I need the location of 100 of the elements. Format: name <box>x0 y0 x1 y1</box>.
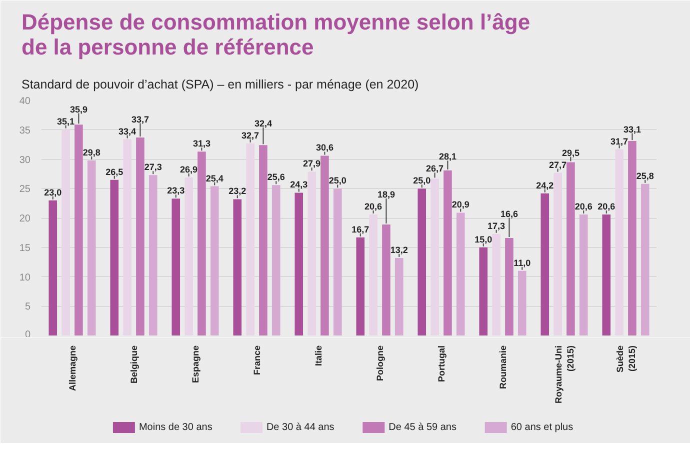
bar <box>505 238 514 336</box>
data-label: 26,5 <box>106 166 124 177</box>
bar <box>628 141 636 336</box>
bar <box>540 193 550 336</box>
y-tick-label: 30 <box>19 154 31 166</box>
data-label: 16,6 <box>500 208 518 219</box>
y-tick-label: 35 <box>19 125 31 136</box>
bar <box>308 172 316 336</box>
data-label: 32,4 <box>254 118 272 128</box>
bar <box>198 152 206 336</box>
data-label: 26,9 <box>180 164 198 174</box>
data-label: 32,7 <box>242 130 260 140</box>
bar <box>184 177 193 336</box>
legend-label: De 45 à 59 ans <box>388 422 456 433</box>
data-label: 20,6 <box>574 201 592 212</box>
bar <box>430 178 439 336</box>
data-label: 27,9 <box>303 158 321 169</box>
x-tick-label: Roumanie <box>498 345 508 390</box>
bar <box>382 224 390 336</box>
bar <box>456 212 465 336</box>
chart-title: Dépense de consommation moyenne selon l’âge de la personne de référence <box>22 10 530 60</box>
data-label: 29,8 <box>82 147 100 158</box>
bar <box>554 172 562 336</box>
bar <box>62 129 70 336</box>
y-tick-label: 25 <box>19 184 31 196</box>
legend-label: De 30 à 44 ans <box>266 422 334 433</box>
bar <box>444 170 452 336</box>
bar <box>615 149 624 336</box>
x-tick-label: Allemagne <box>67 346 78 392</box>
data-label: 17,3 <box>488 220 506 231</box>
data-label: 20,6 <box>598 201 616 212</box>
bar <box>394 258 404 336</box>
data-label: 31,3 <box>192 138 210 149</box>
bar <box>479 247 488 336</box>
bar <box>74 124 83 336</box>
bar <box>87 160 96 336</box>
x-tick-label: Royaume-Uni (2015) <box>553 345 576 404</box>
legend-label: Moins de 30 ans <box>138 422 212 433</box>
x-tick-label: France <box>252 346 262 376</box>
data-label: 25,6 <box>267 172 285 182</box>
data-label: 23,0 <box>44 187 62 198</box>
data-label: 35,9 <box>70 104 88 114</box>
data-label: 23,2 <box>228 186 246 196</box>
bar <box>233 199 242 336</box>
data-label: 27,3 <box>144 162 162 172</box>
bar <box>320 156 329 336</box>
bar <box>123 139 132 336</box>
data-label: 27,7 <box>549 160 567 170</box>
bar <box>272 185 280 336</box>
x-tick-label: Pologne <box>374 346 385 381</box>
x-tick-label: Italie <box>313 345 324 366</box>
data-label: 25,0 <box>413 176 431 186</box>
bar <box>136 138 144 336</box>
y-tick-label: 10 <box>19 272 31 284</box>
data-label: 29,5 <box>562 148 580 158</box>
y-tick-label: 40 <box>19 96 31 107</box>
bar <box>602 214 611 336</box>
data-label: 13,2 <box>390 244 408 255</box>
data-label: 26,7 <box>426 164 444 174</box>
bar <box>566 162 575 336</box>
y-tick-label: 15 <box>19 242 31 254</box>
bar <box>259 145 268 336</box>
x-tick-label: Portugal <box>436 345 446 382</box>
bar <box>333 188 342 336</box>
data-label: 15,0 <box>474 234 492 244</box>
data-label: 24,3 <box>290 180 308 190</box>
x-tick-label: Belgique <box>128 345 139 384</box>
chart-subtitle: Standard de pouvoir d’achat (SPA) – en milliers - par ménage (en 2020) <box>22 78 419 92</box>
bar <box>110 180 119 336</box>
bar <box>418 188 426 336</box>
bar <box>518 270 526 336</box>
data-label: 20,6 <box>364 201 382 212</box>
bar <box>356 237 365 336</box>
data-label: 25,0 <box>328 176 346 186</box>
bar <box>492 234 500 336</box>
data-label: 30,6 <box>316 142 334 153</box>
data-label: 23,3 <box>167 186 185 196</box>
data-label: 20,9 <box>452 200 470 210</box>
bar <box>48 200 58 336</box>
x-tick-label: Espagne <box>190 345 200 384</box>
bar <box>210 186 219 336</box>
data-label: 11,0 <box>514 258 531 268</box>
data-label: 25,8 <box>636 170 654 181</box>
data-label: 28,1 <box>438 152 456 162</box>
data-label: 33,1 <box>623 124 641 134</box>
legend-label: 60 ans et plus <box>510 422 574 433</box>
data-label: 35,1 <box>57 116 75 126</box>
bar <box>369 214 378 336</box>
bar <box>172 198 180 336</box>
data-label: 16,7 <box>352 224 370 234</box>
data-label: 18,9 <box>377 189 395 200</box>
data-label: 33,7 <box>131 114 149 124</box>
bar <box>579 214 588 336</box>
x-tick-label: Suède (2015) <box>614 345 637 373</box>
y-tick-label: 20 <box>19 214 31 224</box>
bar <box>640 184 650 336</box>
data-label: 31,7 <box>610 136 628 146</box>
bar <box>246 143 254 336</box>
bar <box>294 192 304 336</box>
bar <box>148 175 158 336</box>
